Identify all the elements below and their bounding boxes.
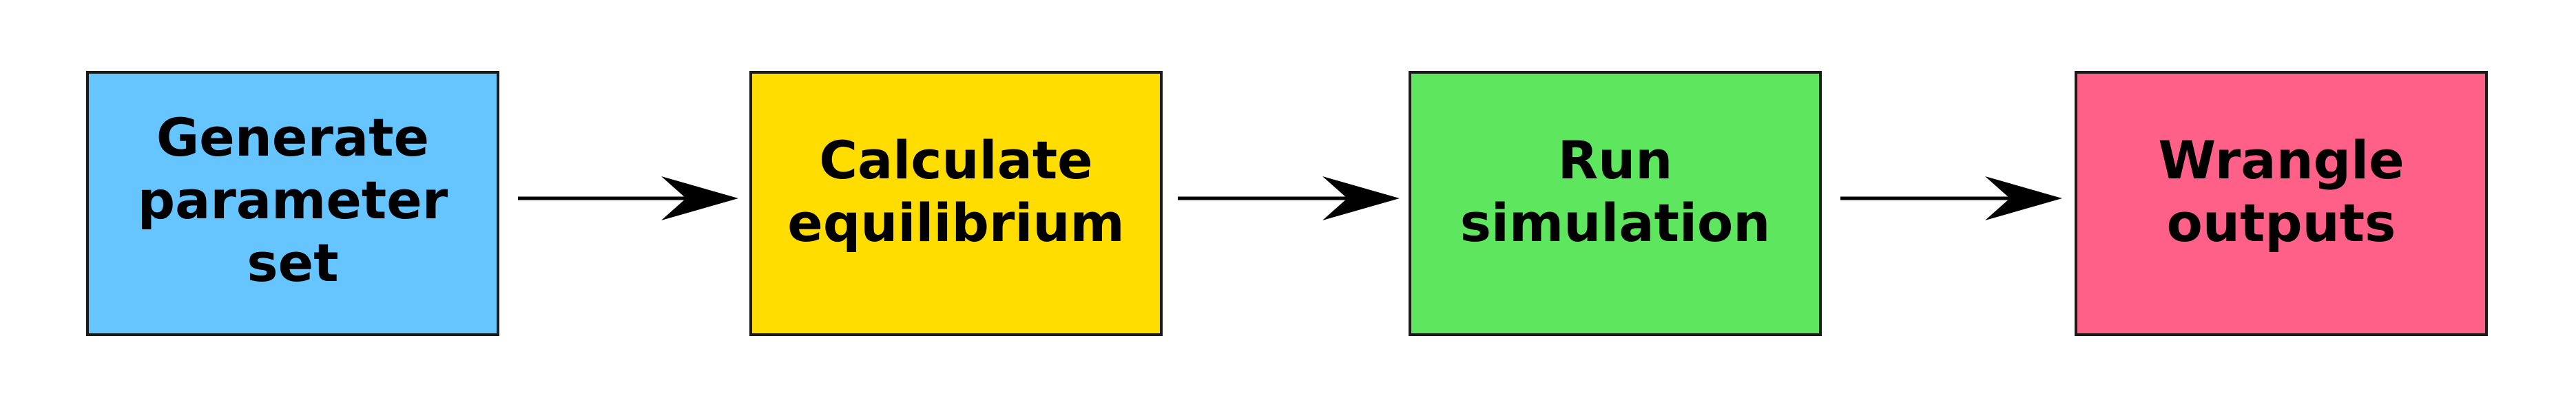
step-label: Run simulation xyxy=(1460,129,1771,253)
arrow-run-to-wrangle xyxy=(1840,176,2062,220)
step-generate-parameter-set: Generate parameter set xyxy=(86,71,499,336)
arrow-generate-to-calculate xyxy=(518,176,738,220)
step-label: Calculate equilibrium xyxy=(787,129,1125,253)
step-label: Wrangle outputs xyxy=(2158,129,2404,253)
arrow-calculate-to-run xyxy=(1178,176,1400,220)
step-run-simulation: Run simulation xyxy=(1409,71,1822,336)
step-wrangle-outputs: Wrangle outputs xyxy=(2075,71,2488,336)
step-label: Generate parameter set xyxy=(137,107,448,293)
step-calculate-equilibrium: Calculate equilibrium xyxy=(749,71,1163,336)
